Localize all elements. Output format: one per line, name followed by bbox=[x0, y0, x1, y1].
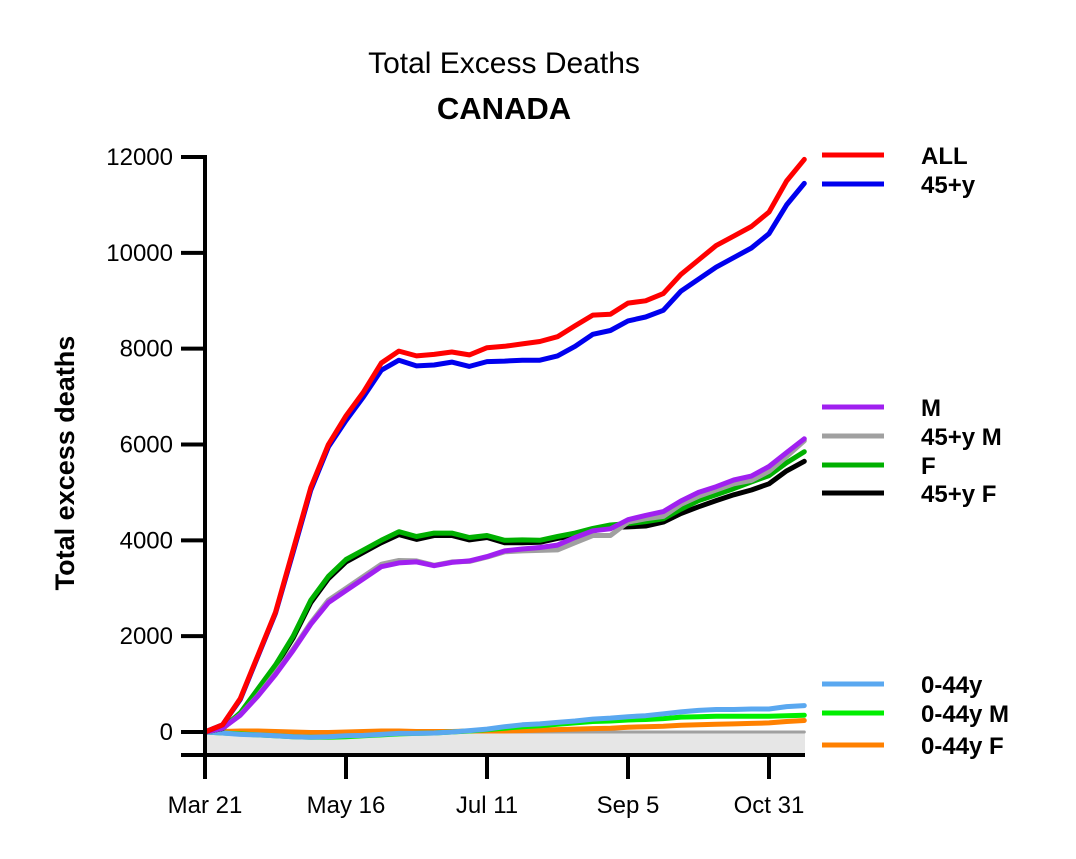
legend-label: ALL bbox=[921, 143, 968, 170]
y-tick-label: 12000 bbox=[106, 144, 173, 171]
series-line-0-44y bbox=[202, 703, 807, 740]
x-tick-label: Sep 5 bbox=[597, 792, 660, 819]
legend-label: 45+y bbox=[921, 172, 976, 199]
legend-label: 0-44y bbox=[921, 672, 983, 699]
legend-label: 45+y F bbox=[921, 481, 996, 508]
y-tick-label: 4000 bbox=[120, 527, 173, 554]
y-tick-label: 10000 bbox=[106, 240, 173, 267]
y-axis-label: Total excess deaths bbox=[50, 336, 80, 591]
series-line-45-y-m bbox=[202, 438, 807, 735]
y-tick-label: 6000 bbox=[120, 432, 173, 459]
legend-label: 0-44y F bbox=[921, 733, 1004, 760]
series-line-f bbox=[202, 449, 807, 735]
series-layer bbox=[202, 156, 807, 740]
series-line-45-y-f bbox=[202, 458, 807, 735]
y-tick-label: 0 bbox=[160, 719, 173, 746]
x-tick-label: Oct 31 bbox=[734, 792, 805, 819]
series-line-m bbox=[202, 436, 807, 735]
chart-subtitle: CANADA bbox=[437, 91, 571, 126]
legend-label: M bbox=[921, 395, 941, 422]
x-tick-label: May 16 bbox=[307, 792, 386, 819]
legend-label: 0-44y M bbox=[921, 701, 1009, 728]
x-ticks: Mar 21 May 16 Jul 11 Sep 5 Oct 31 bbox=[168, 755, 805, 819]
x-tick-label: Jul 11 bbox=[456, 792, 518, 819]
chart-title: Total Excess Deaths bbox=[368, 47, 640, 80]
y-ticks: 0 2000 4000 6000 8000 10000 12000 bbox=[106, 144, 205, 746]
legend-label: F bbox=[921, 453, 936, 480]
x-tick-label: Mar 21 bbox=[168, 792, 243, 819]
series-line-all bbox=[202, 156, 807, 735]
legend-label: 45+y M bbox=[921, 424, 1002, 451]
y-tick-label: 2000 bbox=[120, 623, 173, 650]
series-line-0-44y-f bbox=[202, 718, 807, 735]
y-tick-label: 8000 bbox=[120, 336, 173, 363]
